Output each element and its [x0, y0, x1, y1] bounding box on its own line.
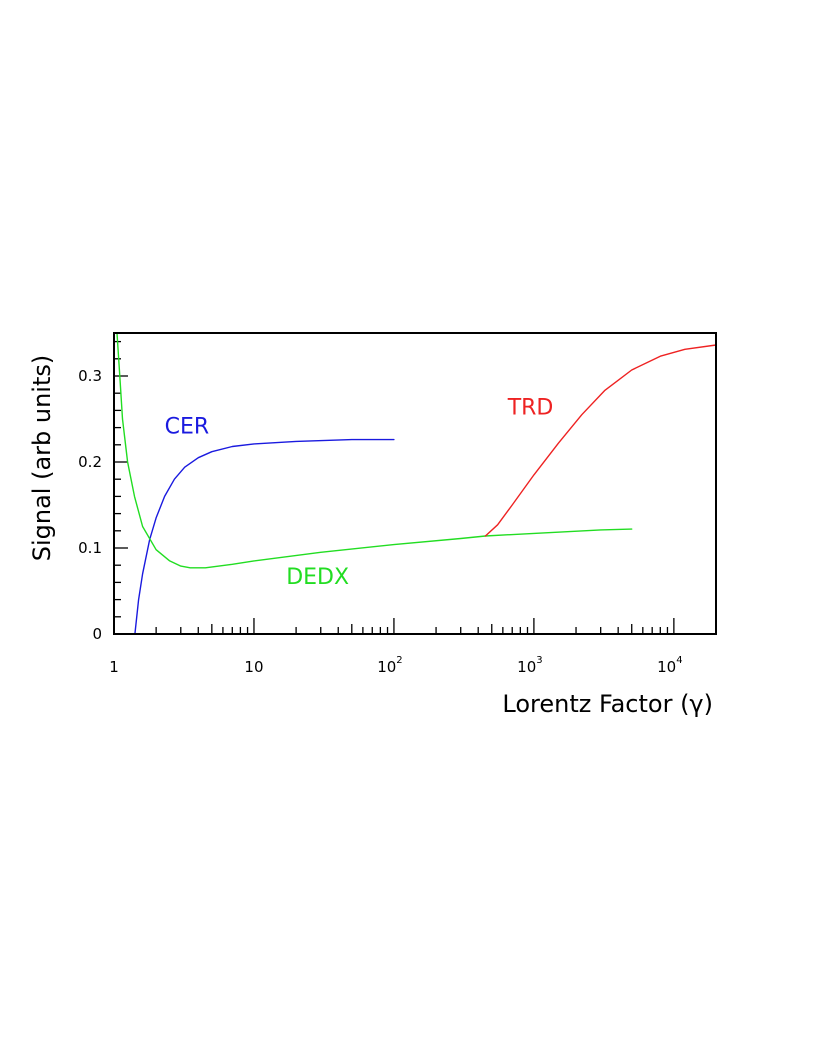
series-label-cer: CER: [165, 415, 210, 440]
series-line-dedx: [116, 332, 633, 569]
series-label-trd: TRD: [507, 396, 554, 421]
y-tick-label: 0.1: [78, 539, 102, 557]
x-tick-label: 104: [657, 655, 682, 676]
x-tick-label-exponent: 3: [536, 655, 542, 666]
plot-frame: [113, 332, 717, 635]
series-labels: CER DEDX TRD: [165, 396, 554, 590]
x-tick-label: 1: [109, 658, 119, 676]
series-line-trd: [484, 344, 717, 537]
series-label-dedx: DEDX: [286, 565, 349, 590]
y-tick-label: 0: [92, 625, 102, 643]
x-tick-label: 102: [377, 655, 402, 676]
x-tick-label-base: 1: [109, 658, 119, 676]
x-tick-labels: 1 10 102 103 104: [109, 655, 682, 676]
x-tick-label-exponent: 2: [396, 655, 402, 666]
x-tick-label: 10: [244, 658, 263, 676]
series-line-cer: [134, 438, 395, 635]
y-tick-labels: 0 0.1 0.2 0.3: [78, 367, 102, 643]
x-tick-label-exponent: 4: [676, 655, 682, 666]
x-tick-label-base: 10: [377, 658, 396, 676]
y-tick-label: 0.2: [78, 453, 102, 471]
x-tick-label: 103: [517, 655, 542, 676]
x-tick-label-base: 10: [244, 658, 263, 676]
x-tick-label-base: 10: [657, 658, 676, 676]
x-tick-label-base: 10: [517, 658, 536, 676]
axis-ticks: [113, 340, 717, 635]
x-axis-title: Lorentz Factor (γ): [502, 690, 713, 718]
y-axis-title: Signal (arb units): [28, 355, 56, 562]
series-lines: [116, 332, 717, 635]
y-tick-label: 0.3: [78, 367, 102, 385]
